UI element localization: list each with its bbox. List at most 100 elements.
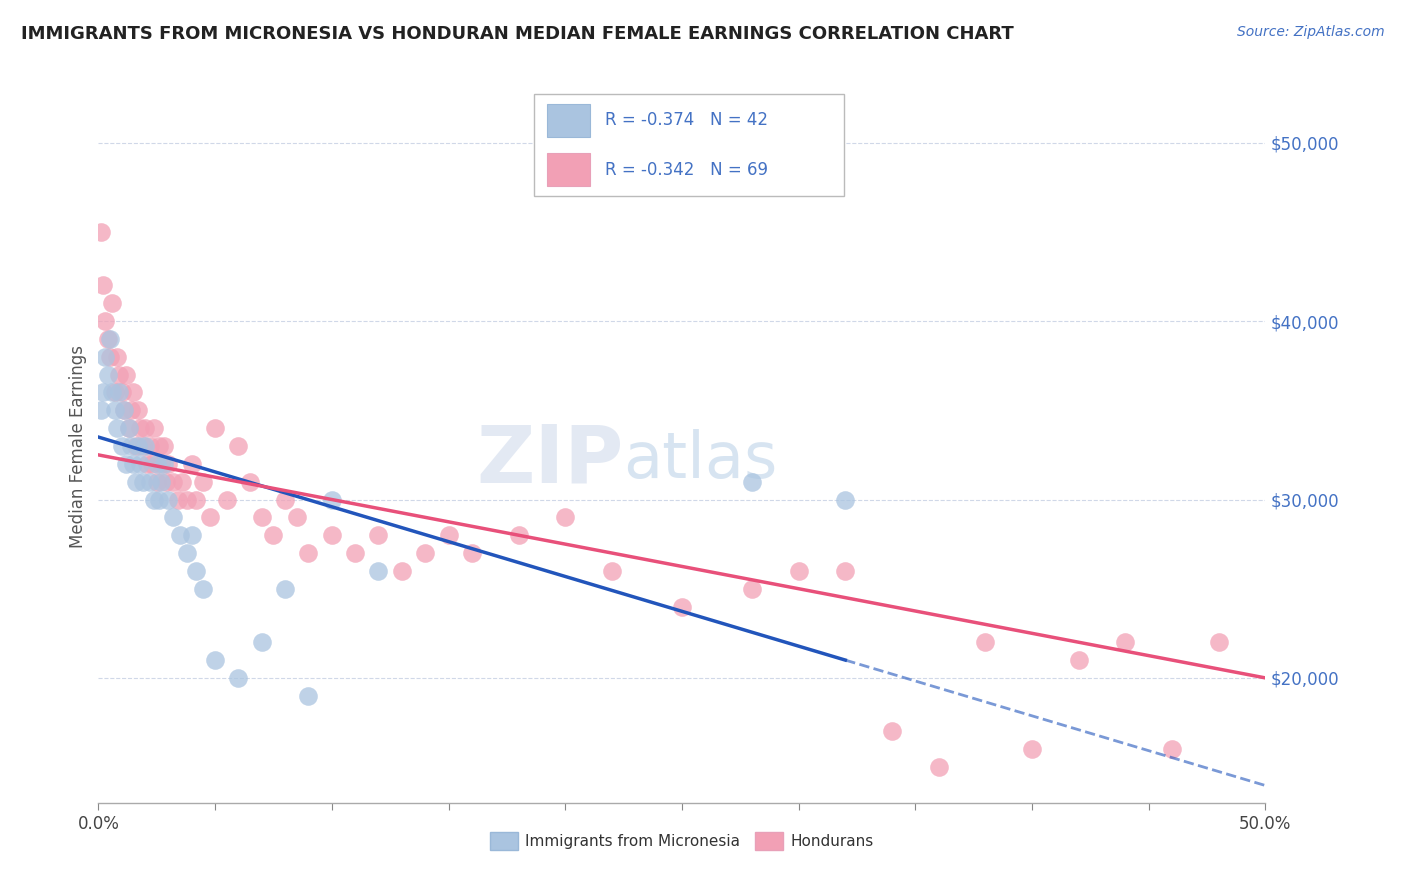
Point — [321, 492, 343, 507]
Point — [136, 457, 159, 471]
Point — [101, 296, 124, 310]
FancyBboxPatch shape — [534, 94, 844, 196]
Point — [1208, 635, 1230, 649]
Point — [108, 368, 131, 382]
Point — [152, 439, 174, 453]
Point — [176, 546, 198, 560]
Point — [787, 564, 810, 578]
Point — [111, 385, 134, 400]
Point — [139, 439, 162, 453]
Point — [115, 457, 138, 471]
Point — [148, 492, 170, 507]
Point — [880, 724, 903, 739]
Point — [90, 403, 112, 417]
Text: R = -0.342   N = 69: R = -0.342 N = 69 — [606, 161, 769, 178]
Point — [115, 368, 138, 382]
Point — [111, 439, 134, 453]
Point — [367, 564, 389, 578]
Point — [204, 421, 226, 435]
Point — [437, 528, 460, 542]
Point — [94, 314, 117, 328]
Point — [180, 528, 202, 542]
Point — [186, 492, 208, 507]
Point — [285, 510, 308, 524]
Point — [193, 582, 215, 596]
Point — [129, 457, 152, 471]
Point — [297, 689, 319, 703]
Point — [200, 510, 222, 524]
Point — [97, 368, 120, 382]
Point — [274, 492, 297, 507]
Point — [321, 528, 343, 542]
Point — [104, 385, 127, 400]
Point — [91, 278, 114, 293]
Point — [239, 475, 262, 489]
Point — [166, 492, 188, 507]
Point — [94, 350, 117, 364]
Point — [127, 403, 149, 417]
Point — [122, 385, 145, 400]
Point — [105, 350, 128, 364]
Text: ZIP: ZIP — [477, 421, 624, 500]
Point — [101, 385, 124, 400]
Point — [1114, 635, 1136, 649]
Legend: Immigrants from Micronesia, Hondurans: Immigrants from Micronesia, Hondurans — [484, 826, 880, 855]
Point — [1067, 653, 1090, 667]
Text: R = -0.374   N = 42: R = -0.374 N = 42 — [606, 112, 769, 129]
Point — [228, 671, 250, 685]
Point — [91, 385, 114, 400]
Point — [97, 332, 120, 346]
Point — [1161, 742, 1184, 756]
Point — [125, 439, 148, 453]
Point — [143, 421, 166, 435]
Point — [122, 457, 145, 471]
Point — [129, 421, 152, 435]
Point — [118, 421, 141, 435]
Point — [215, 492, 238, 507]
Point — [150, 457, 173, 471]
Point — [127, 439, 149, 453]
Point — [554, 510, 576, 524]
Point — [461, 546, 484, 560]
Point — [108, 385, 131, 400]
Point — [141, 457, 163, 471]
Point — [146, 475, 169, 489]
Point — [143, 492, 166, 507]
Point — [112, 403, 135, 417]
Point — [262, 528, 284, 542]
Point — [274, 582, 297, 596]
Point — [134, 421, 156, 435]
Point — [834, 564, 856, 578]
Point — [139, 475, 162, 489]
Point — [600, 564, 623, 578]
Point — [186, 564, 208, 578]
Point — [367, 528, 389, 542]
Bar — [547, 153, 591, 186]
Point — [169, 528, 191, 542]
Point — [105, 421, 128, 435]
Point — [928, 760, 950, 774]
Point — [90, 225, 112, 239]
Point — [974, 635, 997, 649]
Point — [391, 564, 413, 578]
Point — [162, 510, 184, 524]
Text: Source: ZipAtlas.com: Source: ZipAtlas.com — [1237, 25, 1385, 39]
Point — [741, 475, 763, 489]
Point — [132, 475, 155, 489]
Point — [155, 475, 177, 489]
Point — [148, 439, 170, 453]
Point — [250, 510, 273, 524]
Point — [508, 528, 530, 542]
Point — [204, 653, 226, 667]
Point — [834, 492, 856, 507]
Text: IMMIGRANTS FROM MICRONESIA VS HONDURAN MEDIAN FEMALE EARNINGS CORRELATION CHART: IMMIGRANTS FROM MICRONESIA VS HONDURAN M… — [21, 25, 1014, 43]
Point — [193, 475, 215, 489]
Point — [150, 475, 173, 489]
Point — [1021, 742, 1043, 756]
Point — [671, 599, 693, 614]
Point — [120, 439, 142, 453]
Point — [152, 457, 174, 471]
Point — [297, 546, 319, 560]
Point — [162, 475, 184, 489]
Point — [413, 546, 436, 560]
